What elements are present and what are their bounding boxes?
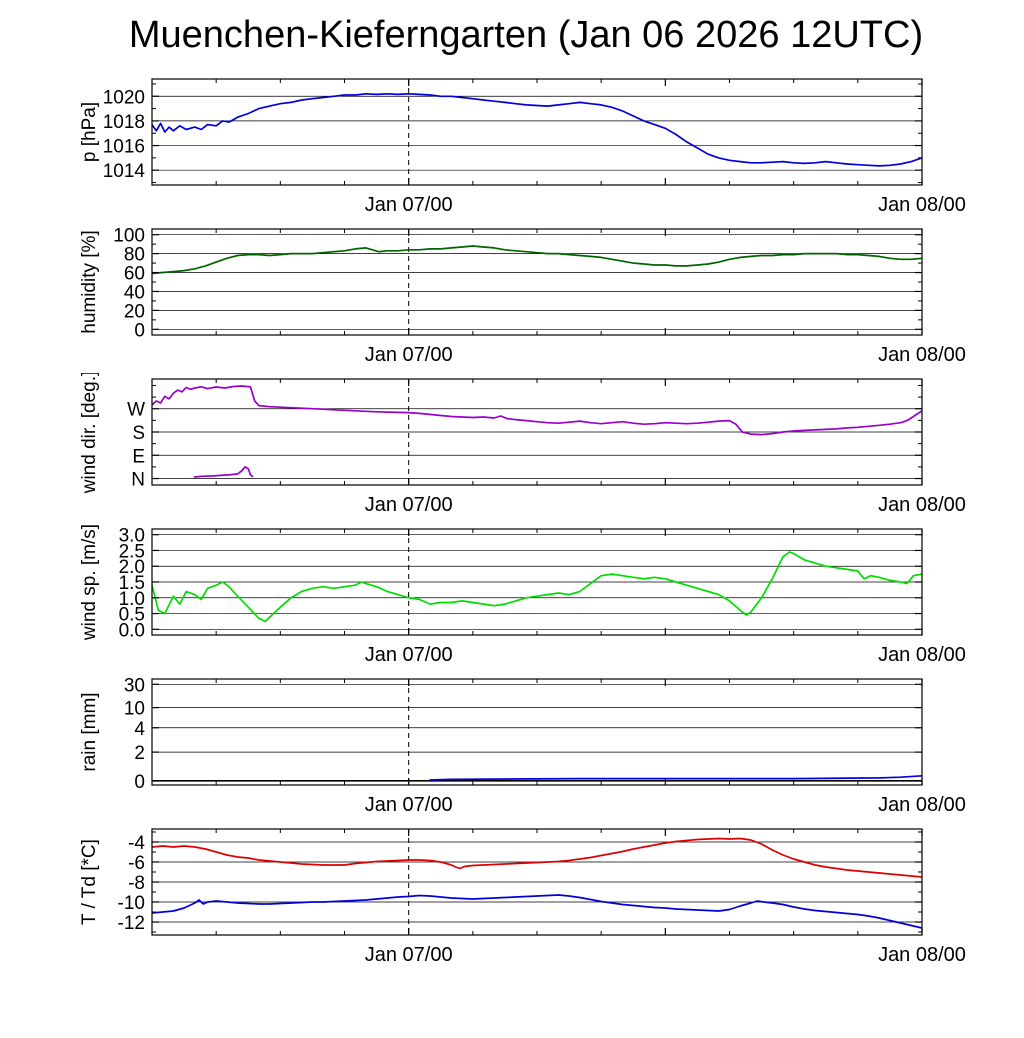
y-tick-label: S — [132, 423, 145, 444]
x-tick-label: Jan 07/00 — [365, 194, 453, 216]
series-group — [152, 385, 922, 478]
temperature-line — [152, 837, 922, 878]
x-tick-label: Jan 07/00 — [365, 794, 453, 816]
rain-accumulated-line — [429, 774, 922, 781]
series-group — [152, 837, 922, 929]
x-tick-label: Jan 08/00 — [878, 344, 966, 366]
y-axis-title: T / Td [*C] — [79, 839, 100, 925]
dewpoint-line — [152, 894, 922, 929]
y-tick-label: 4 — [134, 719, 145, 740]
y-tick-label: 20 — [124, 301, 145, 322]
y-tick-label: 0 — [134, 772, 145, 793]
y-tick-label: 2 — [134, 743, 145, 764]
series-group — [152, 92, 922, 167]
y-axis-title: wind sp. [m/s] — [79, 524, 100, 641]
x-tick-label: Jan 08/00 — [878, 494, 966, 516]
y-tick-label: 2.5 — [119, 541, 145, 562]
y-axis-title: p [hPa] — [79, 102, 100, 162]
series-group — [152, 551, 922, 623]
y-tick-label: 0.0 — [119, 620, 145, 641]
humidity-line — [152, 245, 922, 275]
y-tick-label: 0.5 — [119, 605, 145, 626]
plot-border — [151, 228, 923, 336]
y-tick-label: 1018 — [103, 112, 145, 133]
y-axis-title: humidity [%] — [79, 230, 100, 333]
wind-direction-lower-line — [193, 466, 254, 478]
y-tick-label: 1.0 — [119, 589, 145, 610]
wind-speed-line — [152, 551, 922, 623]
x-tick-label: Jan 07/00 — [365, 344, 453, 366]
y-tick-label: N — [131, 470, 145, 491]
y-tick-label: 60 — [124, 264, 145, 285]
y-tick-label: 1016 — [103, 137, 145, 158]
y-tick-label: 3.0 — [119, 526, 145, 547]
chart-title: Muenchen-Kieferngarten (Jan 06 2026 12UT… — [128, 14, 924, 56]
y-tick-label: -6 — [128, 853, 145, 874]
y-tick-label: 100 — [113, 226, 145, 247]
y-tick-label: -12 — [118, 913, 145, 934]
plot-border — [151, 78, 923, 186]
y-tick-label: -4 — [128, 833, 145, 854]
y-tick-label: 1020 — [103, 87, 145, 108]
x-tick-label: Jan 07/00 — [365, 944, 453, 966]
panel-wind-speed: 0.00.51.01.52.02.53.0 Jan 07/00 Jan 08/00 w… — [79, 524, 966, 666]
x-tick-label: Jan 08/00 — [878, 794, 966, 816]
y-tick-label: -10 — [118, 893, 145, 914]
x-tick-label: Jan 07/00 — [365, 494, 453, 516]
x-tick-label: Jan 08/00 — [878, 944, 966, 966]
panel-temperature-dewpoint: -4-6-8-10-12 Jan 07/00 Jan 08/00 T / Td [*C… — [79, 828, 966, 966]
y-tick-label: 1014 — [103, 161, 146, 182]
x-tick-label: Jan 08/00 — [878, 194, 966, 216]
y-tick-label: E — [132, 446, 145, 467]
y-tick-label: W — [127, 400, 145, 421]
page: { "title": "Muenchen-Kieferngarten (Jan … — [0, 14, 1024, 1038]
pressure-line — [152, 92, 922, 167]
y-tick-label: 80 — [124, 245, 145, 266]
y-axis-title: wind dir. [deg.] — [79, 373, 100, 494]
y-axis-title: rain [mm] — [79, 692, 100, 771]
panels-container: 1014 1016 1018 1020 Jan 07/00 Jan 08/00 p [hPa… — [0, 73, 1024, 973]
x-tick-label: Jan 08/00 — [878, 644, 966, 666]
x-tick-label: Jan 07/00 — [365, 644, 453, 666]
series-group — [152, 774, 922, 782]
y-tick-label: -8 — [128, 873, 145, 894]
y-tick-label: 40 — [124, 282, 145, 303]
meteogram: Muenchen-Kieferngarten (Jan 06 2026 12UT… — [0, 14, 1024, 973]
wind-direction-upper-line — [152, 385, 922, 436]
y-tick-label: 2.0 — [119, 557, 145, 578]
y-tick-label: 30 — [124, 675, 145, 696]
y-tick-label: 10 — [124, 699, 145, 720]
series-group — [152, 245, 922, 275]
y-tick-label: 1.5 — [119, 573, 145, 594]
plot-border — [151, 678, 923, 786]
panel-pressure: 1014 1016 1018 1020 Jan 07/00 Jan 08/00 p [hPa… — [79, 78, 966, 216]
panel-rain: 0 2 410 30 Jan 07/00 Jan 08/00 rain [mm] — [79, 675, 966, 816]
y-tick-label: 0 — [134, 320, 145, 341]
